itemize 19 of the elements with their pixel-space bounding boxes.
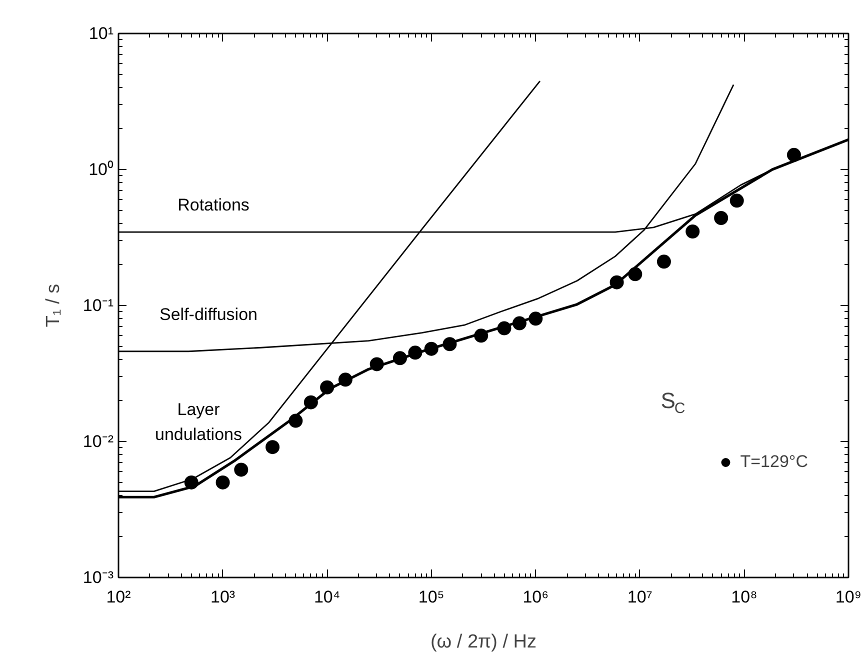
x-tick-label: 10⁶ — [522, 588, 549, 606]
y-tick-label: 10⁰ — [88, 160, 114, 179]
y-tick-label: 10⁻³ — [82, 568, 114, 587]
x-tick-label: 10⁵ — [418, 588, 444, 606]
y-tick-label: 10¹ — [88, 24, 114, 43]
x-tick-label: 10⁸ — [731, 588, 758, 606]
x-tick-label: 10⁹ — [835, 588, 862, 606]
legend-label: Self-diffusion — [160, 304, 258, 324]
series-label: Rotations — [178, 196, 250, 215]
series-label: Layer undulations — [155, 400, 242, 444]
y-axis-title: T₁ / s — [42, 284, 64, 328]
x-tick-label: 10⁷ — [627, 588, 652, 606]
x-axis-title: (ω / 2π) / Hz — [430, 632, 537, 652]
x-tick-label: 10² — [106, 588, 132, 606]
x-tick-label: 10³ — [210, 588, 236, 606]
legend-label: T=129°C — [740, 451, 808, 473]
y-tick-label: 10⁻² — [82, 432, 114, 451]
x-tick-label: 10⁴ — [314, 588, 340, 606]
y-tick-label: 10⁻¹ — [82, 296, 114, 315]
